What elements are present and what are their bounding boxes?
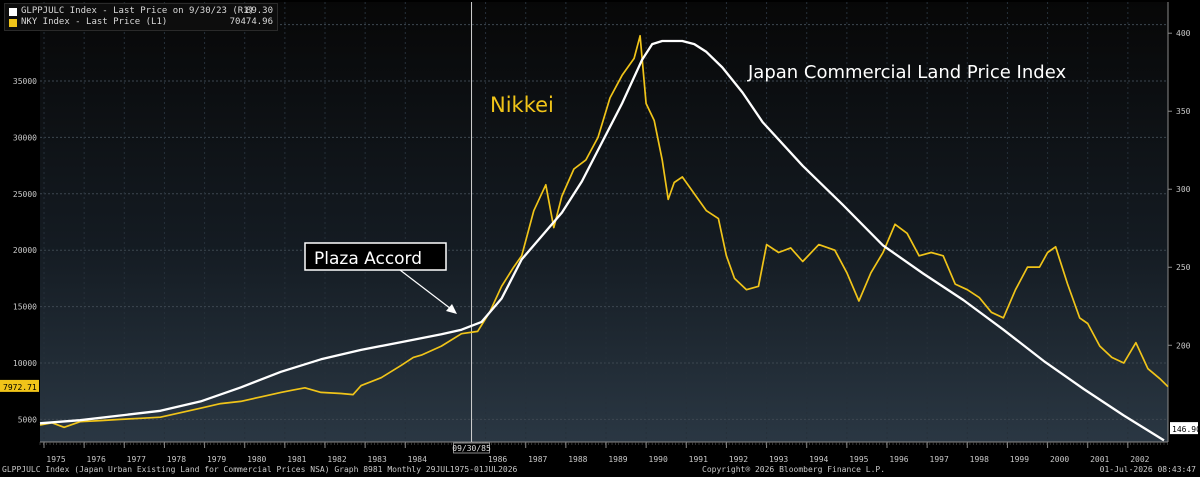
y-tick-label-left: 20000 — [13, 246, 37, 255]
annotation-land-index: Japan Commercial Land Price Index — [747, 62, 1066, 83]
y-tick-label-left: 25000 — [13, 190, 37, 199]
x-tick-label: 1992 — [729, 455, 748, 464]
marker-label: 09/30/85 — [452, 444, 491, 453]
x-tick-label: 1978 — [167, 455, 186, 464]
legend-swatch-yellow — [9, 19, 17, 27]
y-tick-label-left: 10000 — [13, 359, 37, 368]
y-tick-label-right: 350 — [1176, 107, 1191, 116]
legend-value: 70474.96 — [229, 17, 273, 27]
x-tick-label: 1986 — [488, 455, 507, 464]
y-tick-label-left: 5000 — [18, 415, 37, 424]
annotation-nikkei: Nikkei — [490, 93, 554, 117]
x-tick-label: 1981 — [287, 455, 306, 464]
x-tick-label: 2002 — [1130, 455, 1149, 464]
footer-timestamp: 01-Jul-2026 08:43:47 — [1099, 465, 1196, 474]
footer: GLPPJULC Index (Japan Urban Existing Lan… — [0, 465, 1200, 477]
last-value-box-left — [0, 379, 39, 392]
plaza-accord-box — [304, 242, 447, 271]
legend: GLPPJULC Index - Last Price on 9/30/23 (… — [4, 3, 278, 31]
x-tick-label: 1983 — [368, 455, 387, 464]
legend-item-nikkei: NKY Index - Last Price (L1) 70474.96 — [9, 17, 273, 29]
x-tick-label: 1994 — [809, 455, 828, 464]
x-tick-label: 1979 — [207, 455, 226, 464]
marker-label-box — [453, 442, 490, 454]
legend-label: NKY Index - Last Price (L1) — [21, 17, 168, 27]
y-tick-label-right: 200 — [1176, 341, 1191, 350]
plot-area — [40, 2, 1168, 442]
x-axis-strip — [40, 442, 1168, 464]
x-tick-label: 1993 — [769, 455, 788, 464]
x-tick-label: 1977 — [127, 455, 146, 464]
y-tick-label-left: 15000 — [13, 303, 37, 312]
legend-swatch-white — [9, 8, 17, 16]
x-tick-label: 1984 — [408, 455, 427, 464]
plaza-accord-arrowhead — [446, 304, 457, 314]
x-tick-label: 1980 — [247, 455, 266, 464]
series-line-nikkei — [39, 34, 1169, 429]
x-tick-label: 1982 — [327, 455, 346, 464]
x-tick-label: 1987 — [528, 455, 547, 464]
plaza-accord-arrow — [399, 269, 456, 313]
x-tick-label: 1988 — [568, 455, 587, 464]
last-value-box-right — [1170, 422, 1198, 435]
x-tick-label: 1999 — [1010, 455, 1029, 464]
x-tick-label: 2000 — [1050, 455, 1069, 464]
legend-item-land-index: GLPPJULC Index - Last Price on 9/30/23 (… — [9, 6, 273, 18]
x-tick-label: 2001 — [1090, 455, 1109, 464]
x-tick-label: 1976 — [87, 455, 106, 464]
x-tick-label: 1989 — [608, 455, 627, 464]
y-tick-label-right: 400 — [1176, 29, 1191, 38]
x-tick-label: 1997 — [930, 455, 949, 464]
legend-label: GLPPJULC Index - Last Price on 9/30/23 (… — [21, 6, 254, 16]
x-tick-label: 1996 — [889, 455, 908, 464]
y-tick-label-right: 250 — [1176, 263, 1191, 272]
y-tick-label-right: 300 — [1176, 185, 1191, 194]
x-tick-label: 1991 — [689, 455, 708, 464]
x-tick-label: 1998 — [970, 455, 989, 464]
x-tick-label: 1995 — [849, 455, 868, 464]
plaza-accord-label: Plaza Accord — [314, 249, 422, 269]
series-line-land-index — [39, 39, 1165, 442]
legend-value: 89.30 — [245, 6, 273, 16]
x-tick-label: 1975 — [46, 455, 65, 464]
footer-copyright: Copyright® 2026 Bloomberg Finance L.P. — [702, 465, 886, 474]
footer-source: GLPPJULC Index (Japan Urban Existing Lan… — [2, 465, 518, 474]
y-tick-label-left: 35000 — [13, 77, 37, 86]
y-tick-label-left: 30000 — [13, 133, 37, 142]
x-tick-label: 1990 — [649, 455, 668, 464]
last-value-left: 7972.71 — [3, 383, 37, 392]
last-value-right: 146.90 — [1172, 425, 1200, 434]
